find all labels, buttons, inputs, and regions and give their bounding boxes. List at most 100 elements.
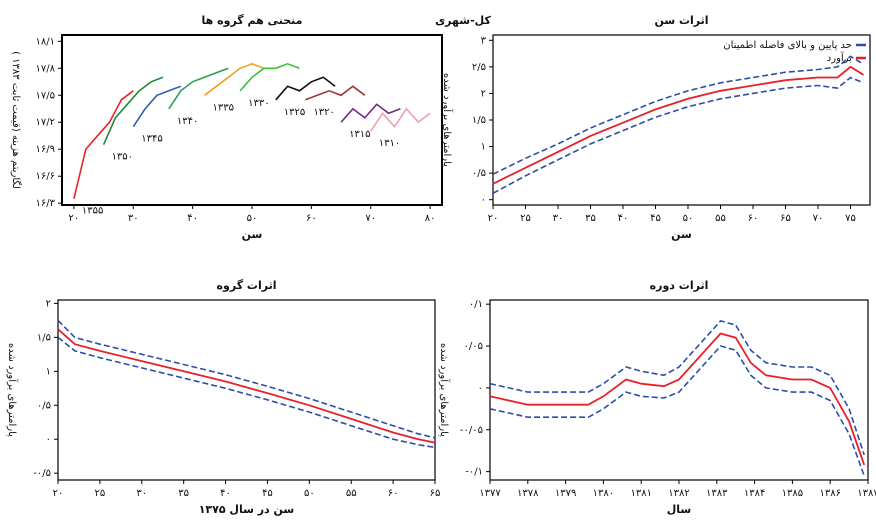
x-axis-label: سال (667, 503, 692, 516)
plot-frame (492, 34, 871, 206)
x-tick-label: ۴۰ (187, 213, 198, 224)
x-tick-label: ۱۳۷۷ (479, 488, 501, 499)
x-tick-label: ۳۰ (128, 213, 139, 224)
x-tick-label: ۱۳۷۹ (555, 488, 576, 499)
y-tick-label: ۰/۵ (472, 168, 486, 179)
y-tick-label: ۱/۵ (37, 332, 51, 343)
series-label: ۱۳۲۰ (313, 107, 334, 118)
x-tick-label: ۲۰ (69, 213, 80, 224)
x-tick-label: ۲۵ (95, 488, 106, 499)
y-tick-label: -۰/۰۵ (460, 425, 483, 436)
x-tick-label: ۳۰ (553, 213, 564, 224)
y-tick-label: -۰/۱ (465, 467, 483, 478)
y-tick-label: ۰ (481, 195, 486, 206)
band-upper (489, 319, 865, 456)
x-tick-label: ۵۵ (715, 213, 726, 224)
x-tick-label: ۳۵ (585, 213, 596, 224)
x-tick-label: ۴۵ (262, 488, 273, 499)
plot-frame (489, 299, 869, 481)
x-tick-label: ۶۵ (430, 488, 441, 499)
y-tick-label: ۰ (478, 383, 483, 394)
x-axis-label: سن (671, 228, 692, 241)
y-axis-label: پارامترهای برآورد شده (6, 343, 19, 437)
line (492, 65, 864, 185)
y-tick-label: ۲ (481, 88, 486, 99)
line (340, 103, 401, 123)
chart-title: اثرات گروه (217, 279, 277, 292)
band-upper (57, 319, 436, 439)
y-axis-label: پارامترهای برآورد شده (441, 73, 454, 167)
x-tick-label: ۵۰ (683, 213, 694, 224)
x-tick-label: ۷۵ (845, 213, 856, 224)
line (370, 107, 431, 132)
y-tick-label: ۰/۰۵ (464, 341, 483, 352)
line (168, 67, 229, 110)
line (489, 332, 866, 466)
x-tick-label: ۶۵ (780, 213, 791, 224)
x-tick-label: ۳۵ (178, 488, 189, 499)
line (275, 76, 336, 101)
y-tick-label: ۲ (46, 298, 51, 309)
y-tick-label: ۱۷/۲ (36, 117, 55, 128)
series-label: ۱۳۲۵ (284, 107, 305, 118)
y-tick-label: ۱ (46, 366, 51, 377)
x-tick-label: ۱۳۸۶ (819, 488, 840, 499)
series-label: ۱۳۵۵ (82, 206, 103, 217)
y-tick-label: ۱۸/۱ (36, 36, 55, 47)
x-tick-label: ۱۳۸۱ (630, 488, 651, 499)
plot-frame (57, 299, 436, 481)
band-upper (492, 55, 864, 175)
x-tick-label: ۱۳۸۲ (668, 488, 689, 499)
line (204, 62, 265, 96)
x-axis-label: سن در سال ۱۳۷۵ (199, 503, 295, 516)
series-label: ۱۳۴۰ (177, 116, 198, 127)
y-tick-label: ۰/۵ (37, 400, 51, 411)
band-lower (492, 76, 864, 195)
x-tick-label: ۷۰ (813, 213, 824, 224)
y-tick-label: ۱ (481, 142, 486, 153)
x-tick-label: ۲۰ (488, 213, 499, 224)
x-tick-label: ۱۳۸۵ (782, 488, 803, 499)
plot-frame (61, 34, 443, 206)
x-tick-label: ۶۰ (306, 213, 317, 224)
x-tick-label: ۱۳۸۷ (857, 488, 876, 499)
x-tick-label: ۵۵ (346, 488, 357, 499)
chart-title: منحنی هم گروه ها (202, 14, 303, 27)
series-label: ۱۳۵۰ (112, 152, 133, 163)
line (57, 328, 436, 444)
y-tick-label: ۱۶/۳ (36, 198, 56, 209)
line (132, 85, 182, 128)
x-tick-label: ۲۵ (520, 213, 531, 224)
series-label: ۱۳۳۰ (248, 98, 269, 109)
x-tick-label: ۸۰ (425, 213, 436, 224)
series-label: ۱۳۱۵ (349, 129, 370, 140)
series-label: ۱۳۱۰ (379, 138, 400, 149)
series-label: ۱۳۴۵ (141, 134, 162, 145)
x-tick-label: ۶۰ (388, 488, 399, 499)
line (102, 76, 164, 146)
y-tick-label: ۲/۵ (472, 62, 486, 73)
x-tick-label: ۳۰ (136, 488, 147, 499)
y-axis-label: پارامترهای برآورد شده (438, 343, 451, 437)
y-axis-label: لگاریتم هزینه (قیمت ثابت ۱۳۸۳ ) (10, 51, 22, 189)
series-label: ۱۳۳۵ (213, 102, 234, 113)
legend-label: حد پایین و بالای فاصله اطمینان (723, 40, 852, 51)
x-tick-label: ۱۳۸۳ (706, 488, 728, 499)
y-tick-label: ۱/۵ (472, 115, 486, 126)
x-tick-label: ۶۰ (748, 213, 759, 224)
x-tick-label: ۲۰ (53, 488, 64, 499)
chart-title: اثرات دوره (650, 279, 709, 292)
y-tick-label: ۱۷/۸ (36, 63, 56, 74)
band-lower (57, 336, 436, 449)
chart-title: اثرات سن (654, 14, 708, 27)
y-tick-label: ۱۷/۵ (36, 90, 55, 101)
y-tick-label: ۱۶/۶ (36, 171, 55, 182)
y-tick-label: ۱۶/۹ (36, 144, 55, 155)
line (305, 85, 366, 101)
x-tick-label: ۴۵ (650, 213, 661, 224)
x-tick-label: ۴۰ (618, 213, 629, 224)
line (239, 62, 300, 92)
x-tick-label: ۵۰ (247, 213, 258, 224)
y-tick-label: ۰ (46, 434, 51, 445)
